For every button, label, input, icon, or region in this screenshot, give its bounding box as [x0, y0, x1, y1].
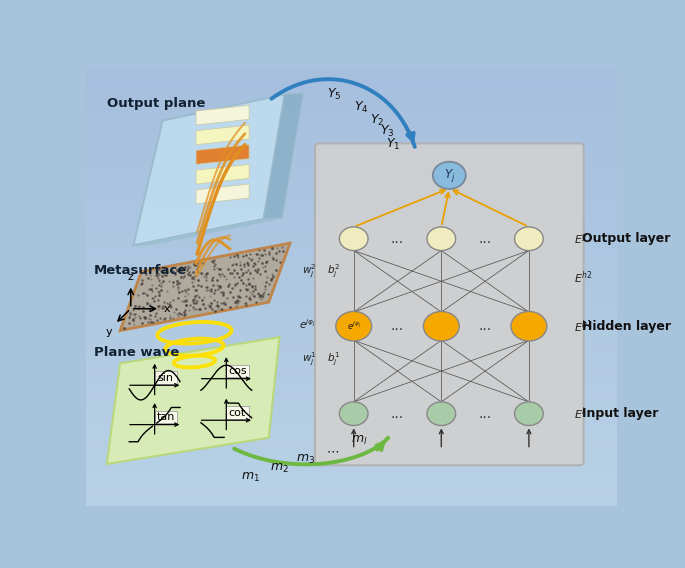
Text: cos: cos	[228, 366, 247, 376]
Text: Hidden layer: Hidden layer	[582, 320, 671, 333]
Text: $b_j^2$: $b_j^2$	[327, 263, 340, 280]
Text: $E^i$: $E^i$	[574, 406, 586, 422]
Text: $\cdots$: $\cdots$	[326, 444, 339, 457]
Circle shape	[514, 402, 543, 425]
Text: ...: ...	[479, 232, 492, 246]
FancyBboxPatch shape	[226, 406, 249, 419]
Circle shape	[339, 227, 368, 250]
Polygon shape	[134, 94, 285, 245]
Polygon shape	[264, 93, 303, 219]
Text: tan: tan	[157, 412, 175, 422]
Circle shape	[511, 311, 547, 341]
Text: $w_j^2$: $w_j^2$	[301, 263, 316, 280]
Circle shape	[427, 402, 456, 425]
Polygon shape	[120, 243, 290, 331]
Text: $Y_j$: $Y_j$	[444, 167, 455, 184]
Text: $m_1$: $m_1$	[240, 470, 260, 483]
Circle shape	[427, 227, 456, 250]
Polygon shape	[196, 125, 249, 145]
Text: $Y_1$: $Y_1$	[386, 137, 400, 152]
Text: ...: ...	[479, 407, 492, 421]
Text: $Y_5$: $Y_5$	[327, 87, 342, 102]
Polygon shape	[134, 218, 282, 245]
Polygon shape	[196, 145, 249, 164]
Polygon shape	[107, 337, 279, 464]
Text: Input layer: Input layer	[582, 407, 658, 420]
Text: sin: sin	[158, 373, 174, 383]
Text: $Y_3$: $Y_3$	[380, 124, 395, 139]
Text: $E^y$: $E^y$	[574, 232, 588, 246]
Text: cot: cot	[229, 408, 246, 417]
Text: ...: ...	[479, 319, 492, 333]
Text: $e^{j\varphi_j}$: $e^{j\varphi_j}$	[347, 320, 361, 332]
Text: $m_3$: $m_3$	[297, 453, 316, 466]
Polygon shape	[196, 164, 249, 184]
Text: ...: ...	[391, 407, 404, 421]
Circle shape	[336, 311, 372, 341]
FancyBboxPatch shape	[155, 411, 177, 423]
Text: Plane wave: Plane wave	[94, 346, 179, 359]
Text: $E^{h1}$: $E^{h1}$	[574, 318, 593, 335]
Text: ...: ...	[391, 319, 404, 333]
FancyBboxPatch shape	[155, 371, 177, 384]
Text: x: x	[164, 304, 171, 314]
Text: ...: ...	[391, 232, 404, 246]
Text: $e^{j\varphi_j}$: $e^{j\varphi_j}$	[299, 317, 316, 331]
Text: $E^{h2}$: $E^{h2}$	[574, 270, 593, 286]
Text: z: z	[128, 272, 134, 282]
Text: $b_j^1$: $b_j^1$	[327, 350, 340, 367]
Text: y: y	[105, 327, 112, 337]
Text: $Y_2$: $Y_2$	[370, 113, 384, 128]
Text: $m_l$: $m_l$	[351, 435, 367, 448]
Text: Metasurface: Metasurface	[94, 264, 187, 277]
FancyBboxPatch shape	[226, 365, 249, 377]
Text: $Y_4$: $Y_4$	[353, 100, 369, 115]
Circle shape	[433, 162, 466, 189]
Circle shape	[339, 402, 368, 425]
Text: $m_2$: $m_2$	[270, 462, 289, 475]
Polygon shape	[196, 184, 249, 204]
Text: Output layer: Output layer	[582, 232, 671, 245]
Polygon shape	[196, 105, 249, 125]
Text: $w_j^1$: $w_j^1$	[301, 350, 316, 367]
Circle shape	[514, 227, 543, 250]
FancyBboxPatch shape	[315, 143, 584, 465]
Circle shape	[423, 311, 459, 341]
Text: Output plane: Output plane	[107, 97, 206, 110]
